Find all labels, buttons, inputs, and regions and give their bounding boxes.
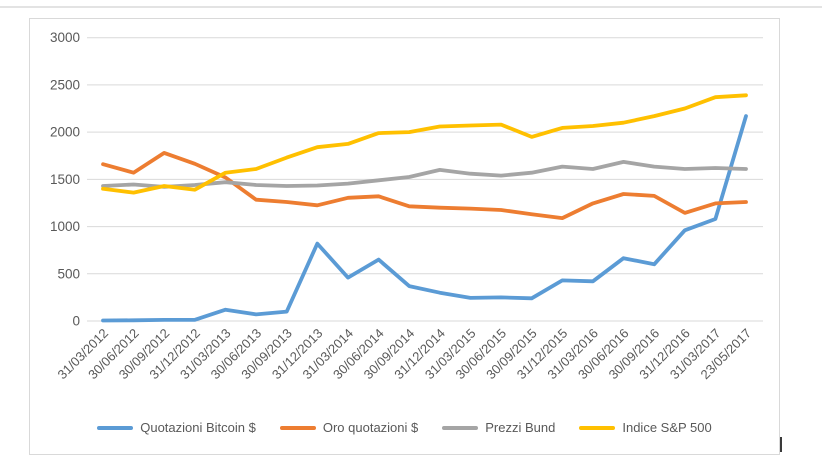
legend-item-oro-quotazioni[interactable]: Oro quotazioni $ <box>279 420 419 435</box>
y-tick-label: 500 <box>57 266 80 281</box>
legend-item-quotazioni-bitcoin[interactable]: Quotazioni Bitcoin $ <box>97 420 256 435</box>
legend-label: Indice S&P 500 <box>622 420 712 435</box>
legend-label: Prezzi Bund <box>485 420 556 435</box>
legend-label: Oro quotazioni $ <box>322 420 419 435</box>
series-line-quotazioni-bitcoin[interactable] <box>101 114 748 323</box>
text-cursor-artifact <box>780 437 782 452</box>
series-line-indice-s-p-500[interactable] <box>101 93 748 195</box>
legend-line-swatch <box>442 425 479 430</box>
series-line-oro-quotazioni[interactable] <box>101 150 748 221</box>
y-tick-label: 2000 <box>50 125 80 140</box>
y-tick-label: 2500 <box>50 77 80 92</box>
y-tick-label: 1500 <box>50 172 80 187</box>
legend-line-swatch <box>97 425 134 430</box>
window-top-border <box>0 6 822 8</box>
legend-item-prezzi-bund[interactable]: Prezzi Bund <box>442 420 555 435</box>
chart-panel[interactable] <box>29 18 780 455</box>
legend-line-swatch <box>579 425 616 430</box>
y-tick-label: 0 <box>72 314 80 329</box>
legend-item-indice-s-p-500[interactable]: Indice S&P 500 <box>579 420 712 435</box>
legend-label: Quotazioni Bitcoin $ <box>140 420 256 435</box>
chart-legend: Quotazioni Bitcoin $ Oro quotazioni $ Prez… <box>29 420 780 435</box>
y-tick-label: 1000 <box>50 219 80 234</box>
series-line-prezzi-bund[interactable] <box>101 159 748 189</box>
legend-line-swatch <box>279 425 316 430</box>
y-tick-label: 3000 <box>50 30 80 45</box>
